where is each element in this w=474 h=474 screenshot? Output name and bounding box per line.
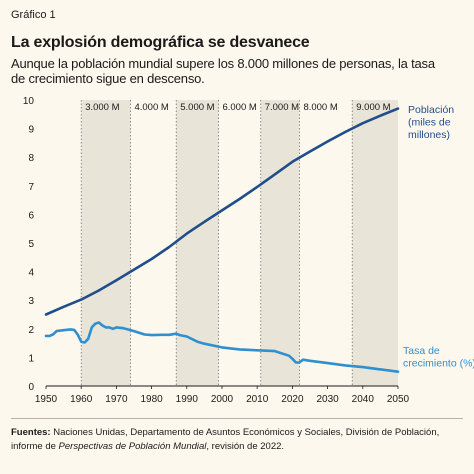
- y-tick-label: 0: [28, 382, 34, 393]
- source-note: Fuentes: Naciones Unidas, Departamento d…: [11, 426, 463, 454]
- growth-rate-line: [44, 321, 400, 373]
- x-tick-label: 1960: [70, 394, 93, 405]
- chart-title: La explosión demográfica se desvanece: [11, 34, 310, 51]
- milestone-label: 4.000 M: [134, 102, 168, 113]
- milestone-labels: 3.000 M 4.000 M 5.000 M 6.000 M 7.000 M 8.000…: [85, 102, 390, 113]
- series-lines: [44, 107, 400, 373]
- milestone-label: 5.000 M: [180, 102, 214, 113]
- milestone-label: 6.000 M: [222, 102, 256, 113]
- y-tick-label: 4: [28, 268, 34, 279]
- series-labels: Población (miles de millones) Tasa de crecim…: [403, 104, 474, 370]
- milestone-label: 9.000 M: [356, 102, 390, 113]
- milestone-band: [81, 100, 131, 386]
- x-tick-label: 2040: [352, 394, 375, 405]
- series-label-line: Población: [408, 104, 454, 116]
- y-tick-label: 5: [28, 239, 34, 250]
- y-tick-label: 3: [28, 296, 34, 307]
- milestone-bands: [81, 100, 398, 386]
- footer-rule: [11, 418, 463, 419]
- milestone-label: 7.000 M: [265, 102, 299, 113]
- x-tick-label: 2000: [211, 394, 234, 405]
- source-text-2: , revisión de 2022.: [206, 441, 285, 452]
- y-tick-label: 8: [28, 153, 34, 164]
- chart-subtitle: Aunque la población mundial supere los 8…: [11, 56, 435, 86]
- series-label-line: millones): [408, 129, 450, 141]
- figure-label: Gráfico 1: [11, 9, 56, 21]
- population-line: [44, 107, 400, 316]
- milestone-band: [260, 100, 300, 386]
- milestone-band: [352, 100, 398, 386]
- x-tick-label: 1980: [140, 394, 163, 405]
- y-tick-label: 6: [28, 210, 34, 221]
- x-tick-label: 2050: [387, 394, 410, 405]
- x-tick-label: 1970: [105, 394, 128, 405]
- x-tick-label: 1990: [176, 394, 199, 405]
- population-growth-chart: 3.000 M 4.000 M 5.000 M 6.000 M 7.000 M 8.000…: [23, 96, 474, 405]
- x-tick-label: 2030: [316, 394, 339, 405]
- series-label-line: (miles de: [408, 117, 451, 129]
- source-label: Fuentes:: [11, 427, 51, 438]
- population-series-label: Población (miles de millones): [408, 104, 454, 141]
- y-tick-label: 10: [23, 96, 35, 107]
- source-text-1: Naciones Unidas, Departamento de Asuntos…: [11, 427, 440, 452]
- x-tick-label: 2020: [281, 394, 304, 405]
- x-tick-label: 2010: [246, 394, 269, 405]
- axes: 1950 1960 1970 1980 1990 2000 2010 2020 2030 2040…: [23, 96, 410, 405]
- milestone-label: 8.000 M: [303, 102, 337, 113]
- y-tick-label: 9: [28, 125, 34, 136]
- series-label-line: crecimiento (%): [403, 358, 474, 370]
- series-label-line: Tasa de: [403, 345, 440, 357]
- growth-series-label: Tasa de crecimiento (%): [403, 345, 474, 370]
- source-report-title: Perspectivas de Población Mundial: [58, 441, 207, 452]
- x-tick-label: 1950: [35, 394, 58, 405]
- milestone-dividers: [80, 100, 353, 386]
- milestone-label: 3.000 M: [85, 102, 119, 113]
- y-tick-label: 7: [28, 182, 34, 193]
- y-tick-label: 1: [28, 353, 34, 364]
- y-tick-label: 2: [28, 325, 34, 336]
- milestone-band: [176, 100, 219, 386]
